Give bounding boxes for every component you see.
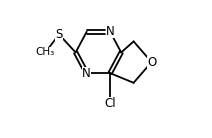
Text: N: N (106, 25, 114, 38)
Text: Cl: Cl (104, 97, 116, 110)
Text: S: S (55, 28, 63, 41)
Text: O: O (147, 56, 156, 69)
Text: CH₃: CH₃ (36, 47, 55, 57)
Text: N: N (82, 67, 91, 80)
